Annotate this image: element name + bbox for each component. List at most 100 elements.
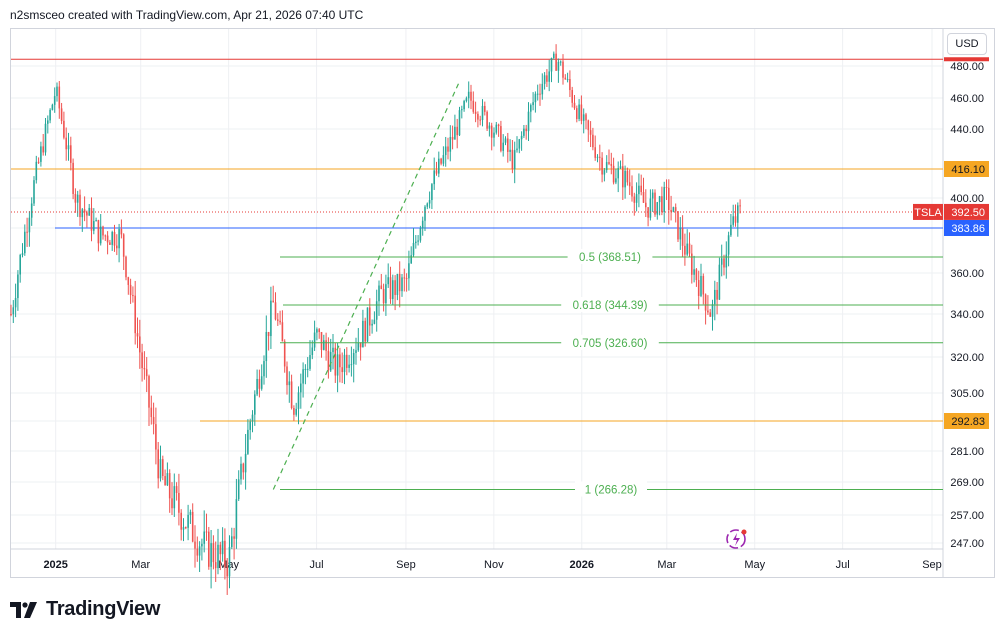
candle-body — [725, 254, 728, 268]
level-marker — [944, 57, 989, 62]
time-tick-label: Sep — [396, 559, 416, 571]
candle-body — [454, 126, 456, 140]
fib-trend-line[interactable] — [272, 81, 460, 490]
candle-body — [668, 187, 670, 210]
candle-body — [428, 200, 431, 204]
candle-body — [51, 104, 54, 110]
candle-body — [136, 333, 139, 337]
candle-body — [201, 543, 203, 547]
candle-body — [431, 184, 433, 201]
candle-body — [672, 207, 675, 212]
candle-body — [334, 347, 337, 376]
candle-body — [348, 364, 350, 368]
candle-body — [102, 226, 104, 236]
candle-body — [500, 126, 502, 151]
candle-body — [477, 113, 479, 120]
candle-body — [576, 108, 578, 119]
candle-body — [19, 254, 21, 275]
candle-body — [670, 209, 672, 212]
candle-body — [518, 139, 521, 149]
candle-body — [359, 342, 362, 348]
candle-body — [219, 544, 222, 555]
currency-selector-button[interactable]: USD — [947, 33, 987, 55]
candle-body — [173, 486, 176, 509]
candle-body — [677, 211, 679, 240]
candle-body — [566, 79, 569, 81]
candle-body — [405, 278, 408, 280]
candle-body — [415, 241, 417, 243]
chart-frame[interactable] — [10, 28, 995, 578]
fib-label-background — [567, 248, 653, 264]
candle-body — [86, 212, 88, 216]
candle-body — [182, 527, 185, 530]
candle-body — [267, 331, 270, 337]
candle-body — [329, 352, 332, 371]
candle-body — [221, 540, 224, 555]
candle-body — [617, 168, 619, 179]
time-tick-label: Mar — [131, 559, 150, 571]
candle-body — [332, 347, 334, 353]
candle-body — [569, 79, 571, 91]
candle-body — [387, 277, 389, 285]
candle-body — [47, 120, 49, 124]
price-tick-label: 440.00 — [950, 124, 984, 136]
candle-body — [323, 340, 325, 350]
candle-body — [435, 170, 438, 174]
candle-body — [260, 376, 263, 389]
candle-body — [513, 150, 516, 170]
candle-body — [624, 170, 626, 188]
candle-body — [364, 320, 366, 342]
candle-body — [442, 155, 445, 164]
candle-body — [631, 186, 633, 197]
candle-body — [490, 125, 493, 138]
candle-body — [362, 320, 364, 348]
fib-level-label: 1 (266.28) — [585, 484, 638, 496]
candle-body — [12, 307, 15, 315]
candle-body — [352, 353, 355, 365]
candle-body — [553, 53, 555, 58]
candle-body — [626, 170, 629, 183]
candle-body — [656, 202, 659, 215]
candle-body — [217, 544, 219, 569]
candle-body — [486, 111, 488, 129]
candle-body — [608, 162, 610, 164]
candle-body — [548, 71, 550, 82]
candle-body — [122, 234, 125, 257]
candle-body — [458, 110, 461, 136]
candle-body — [723, 258, 725, 268]
price-tick-label: 247.00 — [950, 538, 984, 550]
candle-body — [642, 192, 645, 203]
candle-body — [661, 196, 663, 213]
candle-body — [559, 61, 562, 63]
candle-body — [635, 194, 638, 203]
candle-body — [421, 220, 424, 229]
candle-body — [93, 221, 95, 231]
candle-body — [638, 185, 640, 195]
candle-body — [325, 340, 327, 351]
candle-body — [116, 245, 118, 249]
candle-body — [341, 367, 343, 373]
price-tick-label: 305.00 — [950, 388, 984, 400]
candle-body — [585, 114, 587, 121]
candle-body — [60, 108, 63, 121]
candle-body — [467, 91, 470, 99]
candle-body — [350, 364, 353, 366]
candle-body — [438, 158, 440, 174]
candle-body — [557, 61, 560, 71]
candle-body — [336, 354, 339, 376]
candle-body — [481, 105, 484, 120]
candle-body — [355, 350, 357, 354]
fib-label-background — [561, 297, 659, 313]
candle-body — [366, 307, 369, 342]
fib-level-label: 0.5 (368.51) — [579, 252, 641, 264]
candle-body — [10, 314, 12, 315]
candle-body — [709, 312, 711, 317]
fib-level-label: 0.705 (326.60) — [573, 338, 648, 350]
candle-body — [688, 243, 691, 254]
candle-body — [191, 511, 194, 542]
candle-body — [76, 194, 79, 203]
candle-body — [686, 243, 688, 255]
candle-body — [695, 269, 698, 281]
candle-body — [21, 253, 24, 255]
